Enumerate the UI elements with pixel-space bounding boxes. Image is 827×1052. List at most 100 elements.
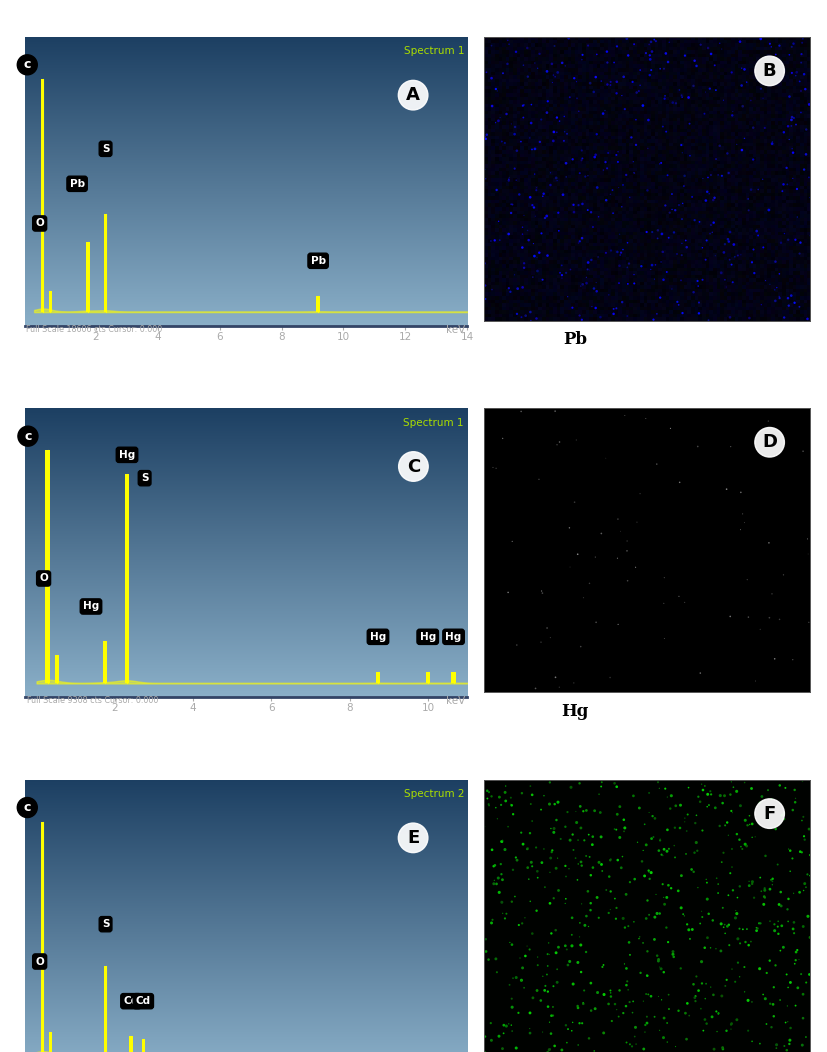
Point xyxy=(518,255,531,271)
Point xyxy=(634,965,648,982)
Point xyxy=(485,232,498,249)
Point xyxy=(531,263,544,280)
Point xyxy=(540,63,553,80)
Point xyxy=(782,231,795,248)
Point xyxy=(662,934,675,951)
Point xyxy=(704,939,717,956)
Point xyxy=(641,967,654,984)
Point xyxy=(488,872,501,889)
Point xyxy=(644,261,657,278)
Point xyxy=(543,946,556,963)
Point xyxy=(662,1000,676,1017)
Point xyxy=(770,1039,783,1052)
Point xyxy=(796,986,810,1003)
Point xyxy=(758,882,772,898)
Point xyxy=(587,83,600,100)
Text: Hg: Hg xyxy=(562,703,589,720)
Point xyxy=(545,925,558,942)
Point xyxy=(796,31,810,47)
Point xyxy=(562,29,576,46)
Point xyxy=(628,913,641,930)
Point xyxy=(796,443,810,460)
Point xyxy=(581,167,595,184)
Point xyxy=(675,137,688,154)
Point xyxy=(533,134,547,150)
Point xyxy=(633,929,647,946)
Point xyxy=(523,1020,537,1037)
Point xyxy=(602,905,615,922)
Point xyxy=(639,910,653,927)
Point xyxy=(693,214,706,230)
Point xyxy=(658,896,672,913)
Point xyxy=(502,280,515,297)
Text: Spectrum 2: Spectrum 2 xyxy=(404,789,464,798)
Point xyxy=(720,971,734,988)
Point xyxy=(611,852,624,869)
Point xyxy=(726,103,739,120)
Point xyxy=(738,984,751,1000)
Point xyxy=(616,177,629,194)
Point xyxy=(548,38,562,55)
Point xyxy=(780,160,793,177)
Point xyxy=(490,950,503,967)
Point xyxy=(604,852,617,869)
Point xyxy=(544,821,557,837)
Point xyxy=(612,1008,625,1025)
Point xyxy=(725,960,739,977)
Point xyxy=(541,957,554,974)
Point xyxy=(629,1035,643,1052)
Point xyxy=(642,112,655,128)
Point xyxy=(742,817,755,834)
Point xyxy=(488,857,501,874)
Point xyxy=(569,803,582,820)
Point xyxy=(571,871,584,888)
Point xyxy=(511,280,524,297)
Point xyxy=(777,1037,791,1052)
Point xyxy=(722,827,735,844)
Point xyxy=(724,1016,738,1033)
Point xyxy=(758,879,772,896)
Point xyxy=(669,202,682,219)
Point xyxy=(562,861,576,877)
Point xyxy=(613,798,626,815)
Point xyxy=(738,958,751,975)
Point xyxy=(747,119,760,136)
Point xyxy=(676,195,689,211)
Point xyxy=(715,41,729,58)
Point xyxy=(523,825,537,842)
Point xyxy=(495,833,508,850)
Point xyxy=(518,207,531,224)
Point xyxy=(490,800,503,816)
Point xyxy=(785,112,798,128)
Point xyxy=(518,979,531,996)
Point xyxy=(482,795,495,812)
Point xyxy=(676,210,689,227)
Point xyxy=(687,284,700,301)
Point xyxy=(782,913,795,930)
Text: Full Scale 9308 cts Cursor: 0.000: Full Scale 9308 cts Cursor: 0.000 xyxy=(26,696,158,705)
Point xyxy=(616,241,629,258)
Point xyxy=(785,287,798,304)
Point xyxy=(657,847,670,864)
Point xyxy=(614,246,627,263)
Point xyxy=(767,916,781,933)
Point xyxy=(597,162,610,179)
Point xyxy=(725,841,739,857)
Point xyxy=(718,787,731,804)
Point xyxy=(541,620,554,636)
Point xyxy=(651,222,664,239)
Point xyxy=(679,232,692,249)
Point xyxy=(731,930,744,947)
Point xyxy=(482,784,495,801)
Point xyxy=(618,823,631,839)
Point xyxy=(541,946,554,963)
Point xyxy=(673,474,686,491)
Point xyxy=(614,859,628,876)
Point xyxy=(667,944,680,960)
Point xyxy=(773,37,786,54)
Point xyxy=(501,32,514,48)
Point xyxy=(696,170,710,187)
Point xyxy=(509,43,523,60)
Point xyxy=(586,836,599,853)
Point xyxy=(703,80,716,97)
